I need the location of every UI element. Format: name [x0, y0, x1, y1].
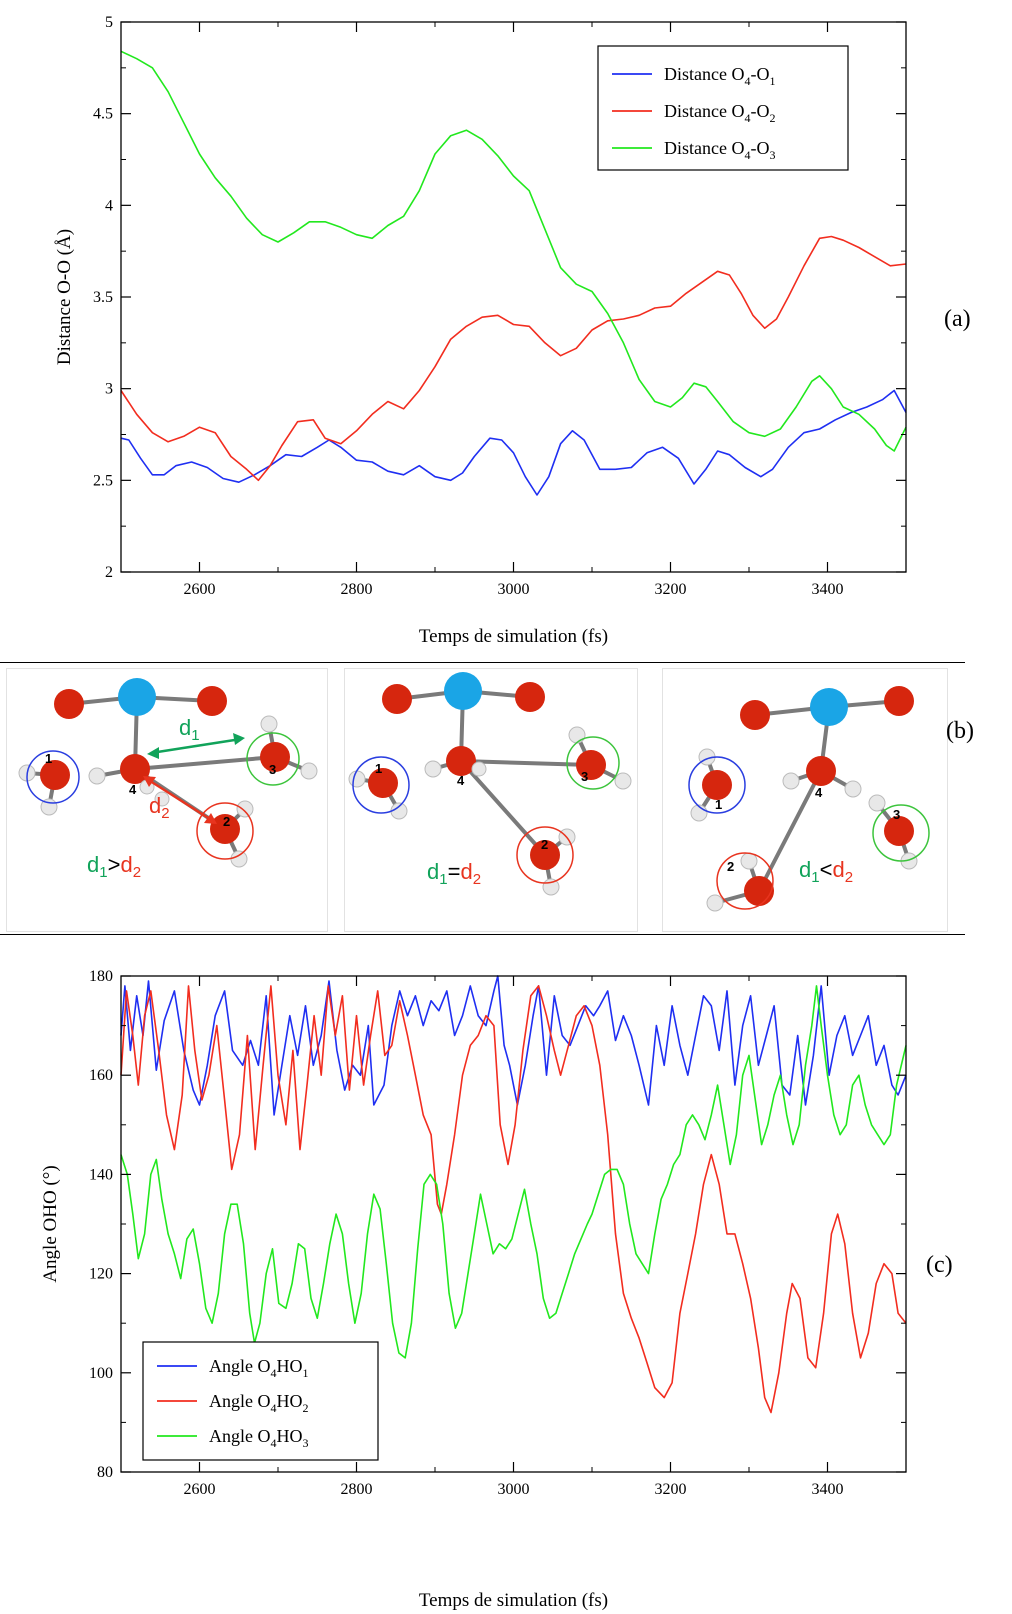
- y-tick-label: 120: [89, 1266, 113, 1283]
- y-tick-label: 80: [97, 1464, 113, 1481]
- molecule-snapshot-3: 1 2 3 4 d1<d2: [662, 668, 948, 932]
- series-line-2: [120, 985, 907, 1414]
- x-axis-title: Temps de simulation (fs): [419, 1590, 608, 1611]
- legend-label-2: Angle O4HO2: [209, 1391, 309, 1415]
- y-tick-label: 5: [105, 14, 113, 31]
- relation-d1-eq-d2: d1=d2: [427, 859, 481, 888]
- y-tick-label: 2.5: [93, 472, 113, 489]
- svg-text:d2: d2: [149, 793, 170, 822]
- legend-label-1: Angle O4HO1: [209, 1356, 309, 1380]
- x-tick-label: 3000: [498, 581, 530, 598]
- y-axis-title: Angle OHO (°): [40, 1165, 61, 1282]
- y-tick-label: 4: [105, 197, 113, 214]
- x-tick-label: 2600: [184, 1481, 216, 1498]
- svg-text:3: 3: [581, 769, 588, 784]
- legend-label-1: Distance O4-O1: [664, 64, 775, 88]
- svg-text:2: 2: [223, 814, 230, 829]
- relation-d1-gt-d2: d1>d2: [87, 852, 141, 881]
- y-tick-label: 3.5: [93, 289, 113, 306]
- svg-text:1: 1: [45, 751, 52, 766]
- x-tick-label: 3200: [655, 581, 687, 598]
- svg-text:4: 4: [129, 782, 137, 797]
- legend-label-2: Distance O4-O2: [664, 101, 775, 125]
- svg-text:2: 2: [541, 837, 548, 852]
- y-tick-label: 180: [89, 968, 113, 985]
- y-tick-label: 140: [89, 1166, 113, 1183]
- x-tick-label: 3400: [812, 581, 844, 598]
- y-tick-label: 4.5: [93, 106, 113, 123]
- svg-text:4: 4: [815, 785, 823, 800]
- y-tick-label: 160: [89, 1067, 113, 1084]
- y-tick-label: 2: [105, 564, 113, 581]
- series-line-3: [120, 985, 907, 1359]
- svg-text:3: 3: [893, 807, 900, 822]
- separator-top: [0, 662, 965, 663]
- y-tick-label: 3: [105, 381, 113, 398]
- angle-chart: 2600 2800 3000 3200 3400 80 100 120 140 160 180 Tem…: [40, 968, 907, 1611]
- y-axis-title: Distance O-O (Å): [54, 229, 75, 365]
- series-line-2: [120, 235, 907, 482]
- svg-text:2: 2: [727, 859, 734, 874]
- series-line-1: [120, 975, 907, 1116]
- relation-d1-lt-d2: d1<d2: [799, 857, 853, 886]
- x-tick-label: 3200: [655, 1481, 687, 1498]
- panel-label-a: (a): [944, 306, 971, 332]
- x-axis-title: Temps de simulation (fs): [419, 626, 608, 647]
- x-tick-label: 2600: [184, 581, 216, 598]
- x-tick-label: 3000: [498, 1481, 530, 1498]
- panel-label-b: (b): [946, 718, 974, 744]
- svg-text:4: 4: [457, 773, 465, 788]
- legend-label-3: Distance O4-O3: [664, 138, 775, 162]
- svg-text:1: 1: [715, 797, 722, 812]
- svg-text:3: 3: [269, 762, 276, 777]
- molecule-snapshot-1: 1 2 3 4 d1 d2 d1>d2: [6, 668, 328, 932]
- legend-box: [597, 45, 849, 171]
- separator-bottom: [0, 934, 965, 935]
- distance-chart: 2600 2800 3000 3200 3400 2 2.5 3 3.5 4 4.5 5 Temps d…: [54, 14, 907, 647]
- legend-label-3: Angle O4HO3: [209, 1426, 309, 1450]
- x-tick-label: 2800: [341, 581, 373, 598]
- series-line-3: [120, 50, 907, 452]
- svg-text:1: 1: [375, 761, 382, 776]
- series-line-1: [120, 389, 907, 496]
- svg-text:d1: d1: [179, 715, 200, 744]
- x-tick-label: 3400: [812, 1481, 844, 1498]
- y-tick-label: 100: [89, 1365, 113, 1382]
- panel-label-c: (c): [926, 1252, 953, 1278]
- molecule-snapshot-2: 1 2 3 4 d1=d2: [344, 668, 638, 932]
- x-tick-label: 2800: [341, 1481, 373, 1498]
